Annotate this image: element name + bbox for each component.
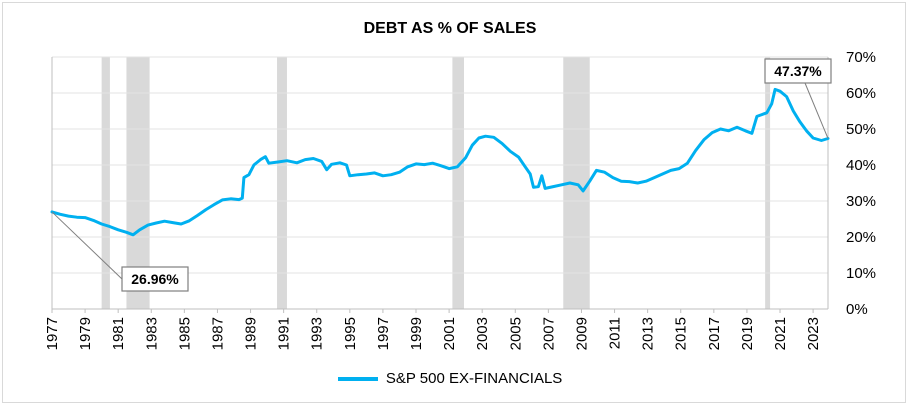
y-tick-label: 50% — [846, 121, 876, 138]
y-tick-label: 70% — [846, 49, 876, 66]
x-tick-label: 2011 — [607, 317, 624, 349]
x-tick-label: 2003 — [474, 317, 491, 350]
legend-swatch — [337, 377, 378, 382]
x-tick-label: 1979 — [77, 317, 94, 350]
x-tick-label: 2005 — [507, 317, 524, 350]
recession-band-0 — [101, 57, 110, 309]
x-tick-label: 1993 — [309, 317, 326, 350]
x-tick-label: 2019 — [739, 317, 756, 350]
callout-box-0 — [121, 266, 189, 292]
x-tick-label: 1989 — [243, 317, 260, 350]
legend-label: S&P 500 EX-FINANCIALS — [385, 370, 563, 387]
x-tick-label: 1997 — [375, 317, 392, 350]
recession-band-5 — [765, 57, 771, 309]
y-tick-label: 40% — [846, 157, 876, 174]
x-tick-label: 2009 — [573, 317, 590, 350]
x-tick-label: 1985 — [176, 317, 193, 350]
x-tick-label: 2013 — [640, 317, 657, 350]
y-tick-label: 0% — [846, 301, 868, 318]
callout-label: 47.37% — [774, 63, 822, 79]
recession-shading-group — [101, 57, 771, 309]
x-tick-label: 1987 — [209, 317, 226, 350]
x-tick-label: 2001 — [441, 317, 458, 350]
callout-leader-0 — [51, 211, 123, 280]
x-tick-label: 2015 — [673, 317, 690, 350]
callout-label: 26.96% — [131, 271, 179, 287]
x-tick-label: 1995 — [342, 317, 359, 350]
x-tick-label: 2023 — [805, 317, 822, 350]
axes: 0% 10% 20% 30% 40% 50% 60% 70% 1977 1979 1981 1983 1… — [44, 49, 876, 350]
callouts: 26.96% 47.37% — [51, 58, 832, 292]
recession-band-1 — [126, 57, 150, 309]
x-tick-label: 1991 — [276, 317, 293, 350]
x-tick-label: 2007 — [540, 317, 557, 350]
callout-leader-1 — [804, 82, 829, 139]
recession-band-2 — [277, 57, 287, 309]
x-tick-label: 1983 — [143, 317, 160, 350]
x-tick-label: 1981 — [110, 317, 127, 350]
chart-title: DEBT AS % OF SALES — [363, 20, 537, 37]
y-tick-label: 60% — [846, 85, 876, 102]
recession-band-3 — [452, 57, 464, 309]
callout-box-1 — [764, 58, 832, 84]
series-group — [50, 87, 830, 237]
y-tick-label: 10% — [846, 265, 876, 282]
chart-frame — [2, 2, 906, 403]
x-tick-label: 2021 — [772, 317, 789, 350]
x-tick-label: 1999 — [408, 317, 425, 350]
x-tick-label: 1977 — [44, 317, 61, 350]
legend: S&P 500 EX-FINANCIALS — [0, 370, 900, 387]
series-line-sp500-ex-financials — [50, 87, 830, 237]
x-tick-label: 2017 — [706, 317, 723, 350]
y-tick-label: 30% — [846, 193, 876, 210]
y-tick-label: 20% — [846, 229, 876, 246]
